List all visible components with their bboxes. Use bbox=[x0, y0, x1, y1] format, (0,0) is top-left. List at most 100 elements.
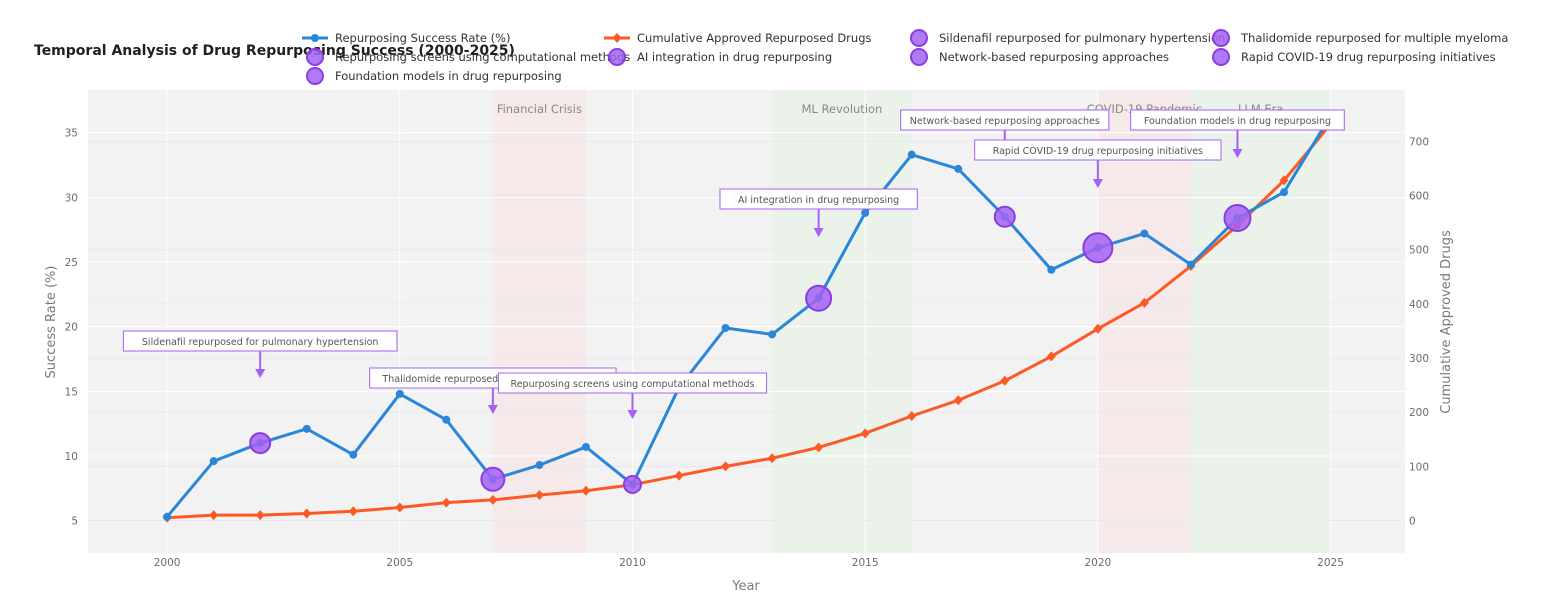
legend-label: Foundation models in drug repurposing bbox=[335, 69, 562, 83]
y2-tick-label: 0 bbox=[1409, 516, 1416, 528]
legend-swatch-bubble bbox=[910, 29, 928, 47]
milestone-marker bbox=[480, 466, 506, 492]
period-band bbox=[1190, 90, 1331, 553]
legend-swatch-marker bbox=[612, 33, 622, 43]
x-tick-label: 2020 bbox=[1084, 557, 1111, 569]
y2-tick-label: 200 bbox=[1409, 407, 1429, 419]
cumulative-point bbox=[1093, 323, 1103, 334]
annotation-text: Rapid COVID-19 drug repurposing initiati… bbox=[993, 146, 1203, 157]
y-tick-label: 35 bbox=[65, 128, 78, 140]
y-tick-label: 15 bbox=[65, 386, 78, 398]
y2-tick-label: 700 bbox=[1409, 136, 1429, 148]
legend-swatch-bubble bbox=[1212, 48, 1230, 66]
success-rate-point bbox=[768, 330, 777, 339]
x-axis-title: Year bbox=[731, 579, 760, 594]
success-rate-point bbox=[581, 442, 590, 451]
success-rate-point bbox=[954, 164, 963, 173]
cumulative-point bbox=[1139, 297, 1149, 308]
milestone-marker bbox=[249, 432, 272, 455]
y-tick-label: 25 bbox=[65, 257, 78, 269]
milestone-marker bbox=[805, 284, 833, 312]
cumulative-point bbox=[814, 442, 824, 453]
y2-tick-label: 300 bbox=[1409, 353, 1429, 365]
annotation-arrow-head bbox=[813, 228, 824, 237]
cumulative-point bbox=[395, 502, 405, 513]
period-bands bbox=[492, 90, 1331, 553]
legend-label: Cumulative Approved Repurposed Drugs bbox=[637, 31, 872, 45]
cumulative-point bbox=[209, 510, 219, 521]
legend-swatch-bubble bbox=[306, 67, 324, 85]
cumulative-point bbox=[302, 508, 312, 519]
cumulative-point bbox=[1046, 351, 1056, 362]
legend-label: Sildenafil repurposed for pulmonary hype… bbox=[939, 31, 1225, 45]
success-rate-point bbox=[861, 208, 870, 217]
success-rate-point bbox=[395, 389, 404, 398]
annotation-arrow-head bbox=[255, 369, 266, 378]
success-rate-point bbox=[907, 150, 916, 159]
x-tick-label: 2025 bbox=[1317, 557, 1344, 569]
axes: 2000 2005 2010 2015 2020 20255101520253035010… bbox=[65, 128, 1429, 569]
period-label: Financial Crisis bbox=[497, 102, 582, 116]
x-tick-label: 2010 bbox=[619, 557, 646, 569]
annotation-text: AI integration in drug repurposing bbox=[738, 195, 899, 206]
success-rate-point bbox=[721, 323, 730, 332]
annotation-text: Network-based repurposing approaches bbox=[910, 116, 1100, 127]
annotation-arrow-head bbox=[627, 410, 638, 419]
legend-label: Rapid COVID-19 drug repurposing initiati… bbox=[1241, 50, 1496, 64]
cumulative-point bbox=[441, 497, 451, 508]
period-band bbox=[772, 90, 912, 553]
cumulative-point bbox=[953, 395, 963, 406]
milestone-marker bbox=[622, 474, 642, 494]
legend-swatch-bubble bbox=[306, 48, 324, 66]
success-rate-point bbox=[302, 424, 311, 433]
annotations: Sildenafil repurposed for pulmonary hype… bbox=[122, 109, 1345, 419]
y2-tick-label: 600 bbox=[1409, 191, 1429, 203]
legend-swatch-bubble bbox=[608, 48, 626, 66]
success-rate-point bbox=[1047, 265, 1056, 274]
cumulative-point bbox=[767, 453, 777, 464]
cumulative-point bbox=[860, 428, 870, 439]
annotation-text: Foundation models in drug repurposing bbox=[1144, 116, 1331, 127]
cumulative-point bbox=[1279, 175, 1289, 186]
annotation-text: Thalidomide repurposed for multiple myel… bbox=[381, 374, 603, 385]
success-rate-point bbox=[209, 457, 218, 466]
cumulative-point bbox=[907, 410, 917, 421]
annotation-text: Repurposing screens using computational … bbox=[511, 379, 755, 390]
cumulative-point bbox=[674, 470, 684, 481]
y-tick-label: 5 bbox=[71, 516, 78, 528]
milestone-marker bbox=[993, 205, 1016, 228]
y-tick-label: 30 bbox=[65, 192, 78, 204]
success-rate-point bbox=[349, 450, 358, 459]
y2-axis-title: Cumulative Approved Drugs bbox=[1439, 230, 1454, 414]
cumulative-point bbox=[1000, 375, 1010, 386]
chart-title: Temporal Analysis of Drug Repurposing Su… bbox=[34, 43, 515, 59]
y2-tick-label: 100 bbox=[1409, 461, 1429, 473]
legend-label: AI integration in drug repurposing bbox=[637, 50, 832, 64]
milestones bbox=[249, 204, 1252, 494]
success-rate-point bbox=[1140, 229, 1149, 238]
y2-tick-label: 500 bbox=[1409, 245, 1429, 257]
y2-tick-label: 400 bbox=[1409, 299, 1429, 311]
success-rate-point bbox=[535, 461, 544, 470]
legend-swatch-bubble bbox=[1212, 29, 1230, 47]
x-tick-label: 2015 bbox=[852, 557, 879, 569]
legend-label: Repurposing Success Rate (%) bbox=[335, 31, 511, 45]
annotation-arrow-head bbox=[1232, 149, 1243, 158]
cumulative-point bbox=[348, 506, 358, 517]
legend-label: Network-based repurposing approaches bbox=[939, 50, 1169, 64]
y-tick-label: 10 bbox=[65, 451, 78, 463]
success-rate-point bbox=[442, 415, 451, 424]
y-axis-title: Success Rate (%) bbox=[44, 266, 59, 379]
cumulative-point bbox=[255, 510, 265, 521]
x-tick-label: 2005 bbox=[386, 557, 413, 569]
legend-swatch-bubble bbox=[910, 48, 928, 66]
y-tick-label: 20 bbox=[65, 322, 78, 334]
annotation-arrow-head bbox=[487, 405, 498, 414]
legend-label: Thalidomide repurposed for multiple myel… bbox=[1240, 31, 1508, 45]
cumulative-point bbox=[488, 494, 498, 505]
milestone-marker bbox=[1082, 232, 1114, 264]
period-label: ML Revolution bbox=[801, 102, 882, 116]
legend-swatch-marker bbox=[311, 34, 319, 42]
period-band bbox=[492, 90, 586, 553]
